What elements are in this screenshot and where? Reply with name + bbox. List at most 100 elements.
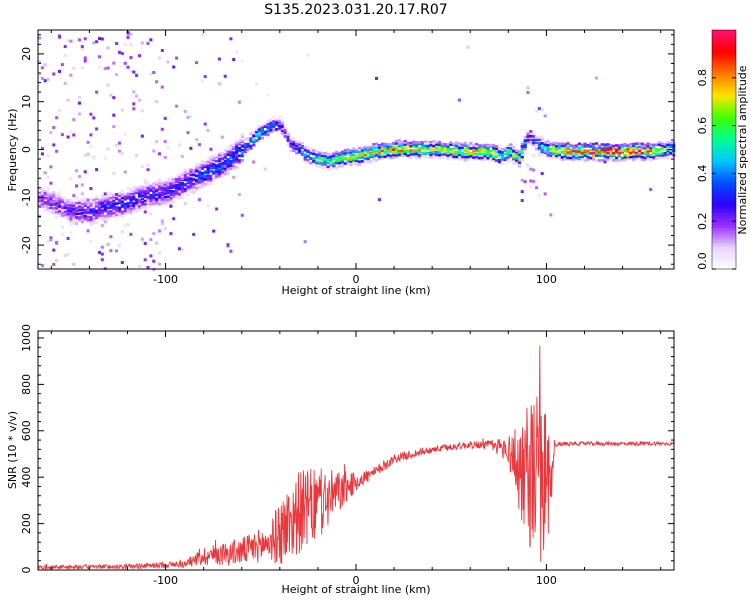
spectrogram-cell — [260, 126, 264, 129]
spectrogram-cell — [43, 201, 47, 204]
spectrogram-cell — [297, 151, 302, 154]
spectrogram-cell — [89, 133, 93, 137]
spectrogram-cell — [95, 221, 99, 224]
spectrogram-cell — [140, 187, 144, 191]
spectrogram-cell — [560, 146, 564, 150]
spectrogram-cell — [432, 152, 436, 156]
spectrogram-cell — [220, 166, 224, 169]
spectrogram-cell — [623, 148, 627, 152]
spectrogram-cell — [175, 188, 179, 191]
spectrogram-cell — [266, 93, 270, 97]
spectrogram-cell — [666, 140, 670, 144]
spectrogram-cell — [86, 206, 90, 209]
spectrogram-cell — [178, 143, 181, 147]
spectrogram-cell — [555, 156, 559, 159]
colorbar-segment — [712, 218, 736, 222]
spectrogram-cell — [106, 206, 110, 210]
spectrogram-cell — [203, 184, 207, 188]
spectrogram-cell — [352, 153, 356, 157]
spectrogram-cell — [106, 201, 110, 204]
spectrogram-cell — [423, 152, 427, 155]
spectrogram-cell — [89, 220, 93, 224]
spectrogram-cell — [186, 178, 190, 181]
spectrogram-cell — [537, 138, 542, 142]
spectrogram-cell — [446, 145, 450, 148]
spectrogram-cell — [138, 98, 141, 102]
spectrogram-cell — [49, 196, 53, 200]
spectrogram-cell — [580, 145, 584, 149]
spectrogram-cell — [126, 65, 130, 69]
spectrogram-cell — [586, 155, 590, 159]
spectrogram-cell — [397, 142, 402, 145]
spectrogram-cell — [435, 150, 439, 154]
spectrogram-cell — [300, 150, 304, 154]
spectrogram-cell — [232, 154, 236, 158]
spectrogram-cell — [535, 109, 538, 113]
spectrogram-cell — [123, 212, 127, 215]
spectrogram-cell — [192, 169, 196, 172]
spectrogram-cell — [80, 202, 84, 206]
spectrogram-cell — [626, 150, 630, 154]
spectrogram-cell — [526, 134, 530, 138]
spectrogram-cell — [446, 147, 450, 151]
spectrogram-cell — [595, 159, 599, 162]
spectrogram-cell — [603, 143, 607, 146]
spectrogram-cell — [592, 146, 596, 149]
spectrogram-cell — [426, 141, 430, 145]
spectrogram-cell — [235, 149, 239, 153]
spectrogram-cell — [98, 202, 102, 206]
spectrogram-cell — [286, 138, 290, 141]
spectrogram-cell — [106, 217, 110, 221]
spectrogram-cell — [226, 151, 230, 155]
spectrogram-cell — [660, 155, 664, 159]
spectrogram-cell — [195, 170, 199, 173]
spectrogram-cell — [597, 150, 601, 154]
spectrogram-cell — [392, 153, 396, 157]
spectrogram-cell — [180, 173, 184, 176]
spectrogram-cell — [280, 119, 284, 122]
spectrogram-cell — [635, 156, 639, 160]
spectrogram-cell — [220, 163, 224, 166]
spectrogram-cell — [663, 153, 667, 157]
spectrogram-cell — [166, 146, 170, 150]
spectrogram-cell — [155, 180, 159, 184]
spectrogram-cell — [186, 189, 190, 192]
colorbar-segment — [712, 38, 736, 43]
spectrogram-cell — [377, 157, 382, 161]
spectrogram-cell — [586, 152, 590, 155]
x-tick-label: -100 — [153, 574, 178, 587]
spectrogram-cell — [52, 72, 56, 76]
colorbar-segment — [712, 74, 736, 79]
spectrogram-cell — [512, 145, 516, 149]
spectrogram-cell — [95, 216, 99, 219]
spectrogram-cell — [232, 58, 236, 61]
spectrogram-cell — [560, 156, 564, 159]
spectrogram-cell — [440, 144, 444, 148]
colorbar-segment — [712, 266, 736, 270]
spectrogram-cell — [635, 145, 639, 149]
spectrogram-cell — [263, 122, 267, 126]
spectrogram-cell — [529, 134, 533, 138]
spectrogram-cell — [38, 187, 42, 190]
colorbar-segment — [712, 254, 736, 258]
spectrogram-cell — [38, 73, 41, 77]
spectrogram-cell — [43, 204, 47, 208]
spectrogram-cell — [215, 170, 219, 173]
spectrogram-cell — [569, 148, 573, 152]
spectrogram-cell — [135, 201, 139, 205]
spectrogram-cell — [409, 141, 413, 145]
spectrogram-cell — [666, 145, 670, 148]
spectrogram-cell — [400, 149, 404, 152]
spectrogram-cell — [89, 187, 93, 190]
spectrogram-cell — [446, 143, 450, 146]
spectrogram-cell — [366, 146, 370, 150]
spectrogram-cell — [257, 125, 262, 129]
spectrogram-cell — [580, 153, 584, 157]
spectrogram-cell — [46, 202, 50, 206]
spectrogram-cell — [66, 212, 70, 216]
spectrogram-cell — [340, 159, 344, 163]
spectrogram-cell — [138, 195, 142, 198]
spectrogram-cell — [617, 151, 621, 155]
spectrogram-cell — [543, 143, 547, 146]
spectrogram-cell — [520, 145, 524, 148]
